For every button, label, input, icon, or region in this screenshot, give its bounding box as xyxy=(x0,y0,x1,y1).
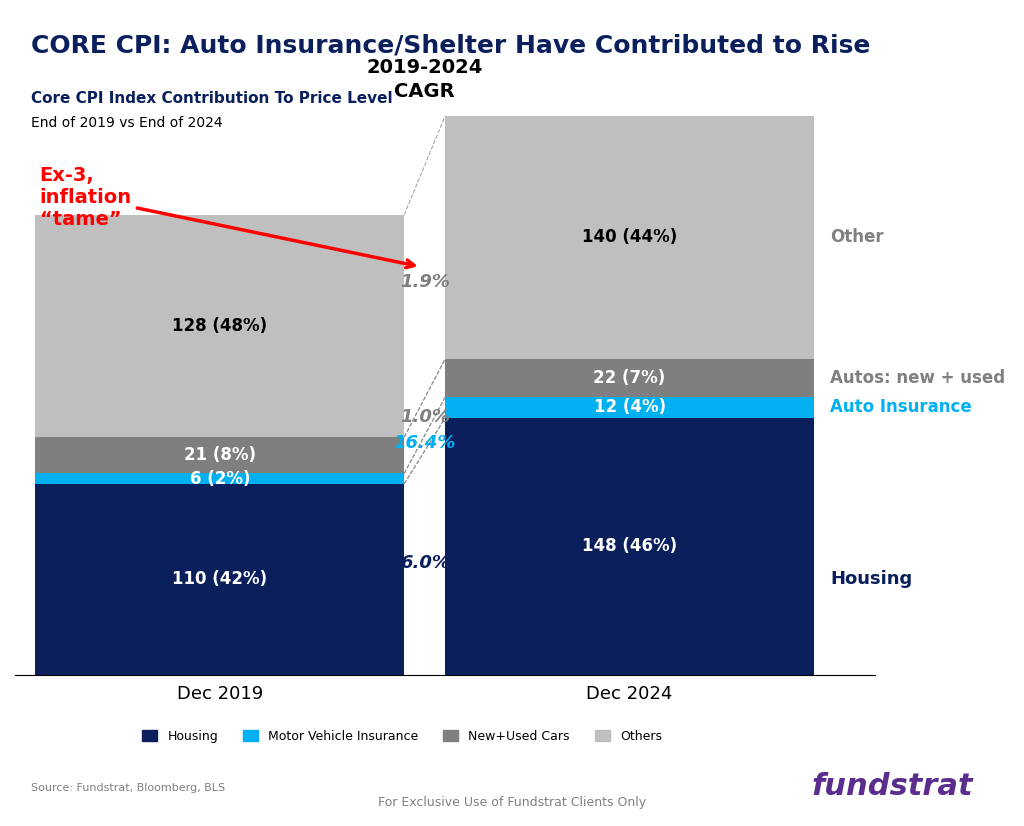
Text: Source: Fundstrat, Bloomberg, BLS: Source: Fundstrat, Bloomberg, BLS xyxy=(31,783,225,793)
Text: 1.0%: 1.0% xyxy=(399,407,450,425)
Text: 16.4%: 16.4% xyxy=(393,434,456,452)
Text: 110 (42%): 110 (42%) xyxy=(172,570,267,588)
Bar xyxy=(36,484,404,675)
Legend: Housing, Motor Vehicle Insurance, New+Used Cars, Others: Housing, Motor Vehicle Insurance, New+Us… xyxy=(137,724,667,748)
Text: Ex-3,
inflation
“tame”: Ex-3, inflation “tame” xyxy=(40,166,414,268)
Text: 21 (8%): 21 (8%) xyxy=(184,446,256,464)
Bar xyxy=(445,397,814,418)
Text: Core CPI Index Contribution To Price Level: Core CPI Index Contribution To Price Lev… xyxy=(31,91,392,106)
Bar xyxy=(445,358,814,397)
Bar xyxy=(36,437,404,473)
Text: 2019-2024
CAGR: 2019-2024 CAGR xyxy=(367,59,483,101)
Bar xyxy=(445,116,814,358)
Text: Other: Other xyxy=(830,228,884,246)
Text: Housing: Housing xyxy=(830,570,912,588)
Text: 128 (48%): 128 (48%) xyxy=(172,317,267,335)
Text: 22 (7%): 22 (7%) xyxy=(594,369,666,387)
Text: 1.9%: 1.9% xyxy=(399,273,450,291)
Text: 6.0%: 6.0% xyxy=(399,554,450,572)
Text: 140 (44%): 140 (44%) xyxy=(582,228,677,246)
Text: 12 (4%): 12 (4%) xyxy=(594,398,666,416)
Text: Autos: new + used: Autos: new + used xyxy=(830,369,1006,387)
Text: For Exclusive Use of Fundstrat Clients Only: For Exclusive Use of Fundstrat Clients O… xyxy=(378,796,646,809)
Text: 148 (46%): 148 (46%) xyxy=(582,538,677,555)
Bar xyxy=(36,215,404,437)
Text: Auto Insurance: Auto Insurance xyxy=(830,398,972,416)
Bar xyxy=(36,473,404,484)
Bar xyxy=(445,418,814,675)
Text: 6 (2%): 6 (2%) xyxy=(189,470,250,487)
Text: CORE CPI: Auto Insurance/Shelter Have Contributed to Rise: CORE CPI: Auto Insurance/Shelter Have Co… xyxy=(31,33,870,57)
Text: fundstrat: fundstrat xyxy=(811,772,973,801)
Text: End of 2019 vs End of 2024: End of 2019 vs End of 2024 xyxy=(31,116,222,130)
